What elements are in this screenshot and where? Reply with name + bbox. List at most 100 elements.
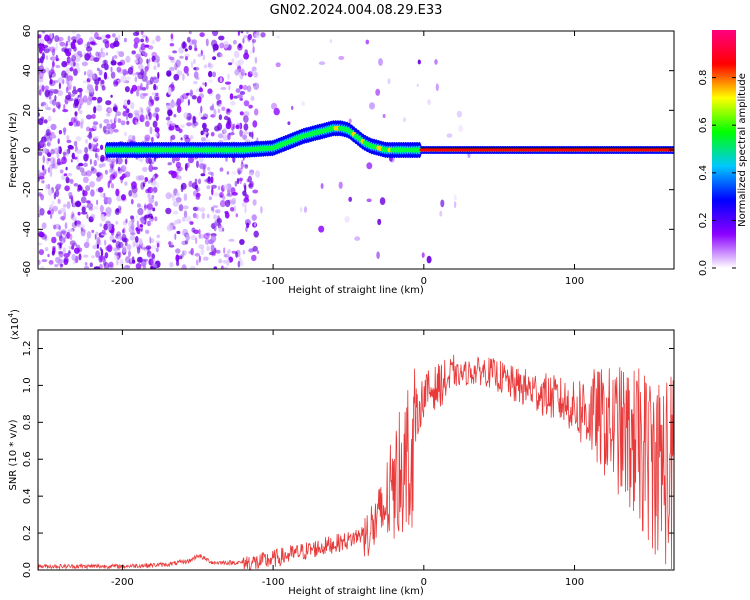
- spectral-speckle: [174, 233, 177, 240]
- spectral-speckle: [228, 85, 231, 91]
- spectral-speckle: [65, 166, 68, 171]
- spectral-speckle: [71, 54, 76, 62]
- spectral-speckle: [154, 216, 158, 222]
- spectral-speckle: [124, 158, 128, 165]
- spectral-speckle: [138, 237, 143, 245]
- spectral-speckle: [240, 31, 244, 34]
- spectral-speckle: [252, 189, 259, 194]
- spectral-speckle: [239, 91, 246, 95]
- spectral-speckle: [154, 109, 158, 116]
- spectral-speckle: [76, 155, 79, 163]
- spectral-speckle: [149, 76, 154, 85]
- spectral-speckle: [109, 161, 115, 169]
- spectral-speckle: [117, 118, 122, 123]
- spectral-speckle: [40, 68, 46, 74]
- spectral-speckle: [181, 264, 187, 269]
- spectral-speckle: [199, 32, 205, 38]
- spectral-speckle: [225, 108, 229, 114]
- spectral-speckle: [135, 31, 140, 36]
- spectral-speckle: [219, 77, 223, 83]
- spectral-speckle: [93, 266, 101, 269]
- spectral-speckle: [89, 262, 93, 268]
- spectral-speckle: [95, 250, 100, 258]
- spectral-speckle: [71, 253, 76, 261]
- spectral-speckle: [128, 134, 134, 142]
- spectral-speckle: [93, 135, 100, 140]
- spectral-speckle: [155, 247, 159, 253]
- spectrogram-content: [38, 31, 674, 269]
- spectral-speckle: [124, 131, 127, 137]
- spectral-speckle: [76, 120, 81, 127]
- spectral-speckle: [82, 190, 88, 197]
- spectral-speckle: [201, 212, 206, 220]
- spectral-speckle: [144, 66, 149, 72]
- spectral-speckle: [84, 53, 91, 61]
- spectral-speckle: [189, 265, 196, 269]
- spectral-speckle: [120, 165, 127, 173]
- spectral-speckle: [366, 162, 373, 170]
- spectral-speckle: [195, 237, 198, 244]
- spectral-speckle: [196, 160, 199, 168]
- spectral-speckle: [248, 172, 254, 177]
- spectral-speckle: [256, 31, 260, 36]
- spectral-speckle: [169, 56, 175, 61]
- spectral-speckle: [226, 258, 230, 267]
- spectral-speckle: [47, 210, 52, 215]
- spectral-speckle: [57, 250, 63, 255]
- spectral-speckle: [59, 169, 64, 174]
- spectral-speckle: [338, 55, 345, 60]
- spectral-speckle: [77, 37, 84, 45]
- spectral-speckle: [247, 71, 253, 78]
- spectral-speckle: [130, 223, 135, 230]
- spectral-speckle: [100, 192, 104, 198]
- spectral-speckle: [173, 220, 178, 225]
- spectral-speckle: [226, 108, 230, 112]
- spectral-speckle: [217, 215, 221, 223]
- spectral-speckle: [152, 166, 159, 170]
- spectral-speckle: [166, 224, 173, 232]
- spectral-speckle: [82, 95, 88, 103]
- spectral-speckle: [185, 234, 190, 242]
- spectral-speckle: [275, 35, 281, 39]
- spectral-speckle: [231, 250, 238, 254]
- spectral-speckle: [129, 235, 136, 241]
- spectral-speckle: [57, 90, 64, 96]
- spectral-speckle: [210, 131, 215, 137]
- spectral-speckle: [52, 108, 56, 113]
- spectral-speckle: [103, 262, 110, 269]
- spectral-speckle: [203, 256, 209, 261]
- spectral-speckle: [48, 95, 52, 100]
- spectral-speckle: [189, 135, 194, 140]
- spectral-speckle: [260, 206, 263, 214]
- spectral-speckle: [49, 157, 56, 164]
- spectral-speckle: [239, 71, 244, 80]
- spectral-speckle: [204, 131, 208, 135]
- spectral-speckle: [205, 232, 211, 236]
- spectral-speckle: [117, 61, 123, 66]
- spectral-speckle: [62, 247, 66, 255]
- spectral-speckle: [98, 51, 101, 60]
- spectral-speckle: [136, 220, 140, 228]
- spectral-speckle: [58, 251, 64, 258]
- spectral-speckle: [49, 78, 53, 85]
- spectral-speckle: [105, 34, 111, 39]
- spectral-speckle: [124, 107, 128, 111]
- spectral-speckle: [67, 173, 73, 176]
- spectral-speckle: [140, 182, 145, 190]
- spectral-speckle: [130, 102, 135, 110]
- spectral-speckle: [71, 31, 77, 35]
- spectral-speckle: [137, 207, 144, 216]
- spectral-speckle: [180, 124, 185, 128]
- spectral-speckle: [78, 109, 83, 115]
- spectrogram-xlabel: Height of straight line (km): [288, 285, 424, 296]
- spectral-speckle: [231, 58, 235, 64]
- spectral-speckle: [124, 241, 128, 247]
- spectral-speckle: [38, 169, 41, 176]
- x-tick-label: 0: [421, 577, 427, 588]
- spectral-speckle: [83, 241, 90, 249]
- spectral-speckle: [73, 183, 79, 187]
- colorbar-tick-label: 0.8: [698, 70, 709, 86]
- spectral-speckle: [113, 247, 118, 252]
- spectral-speckle: [378, 58, 383, 66]
- spectral-speckle: [99, 263, 103, 269]
